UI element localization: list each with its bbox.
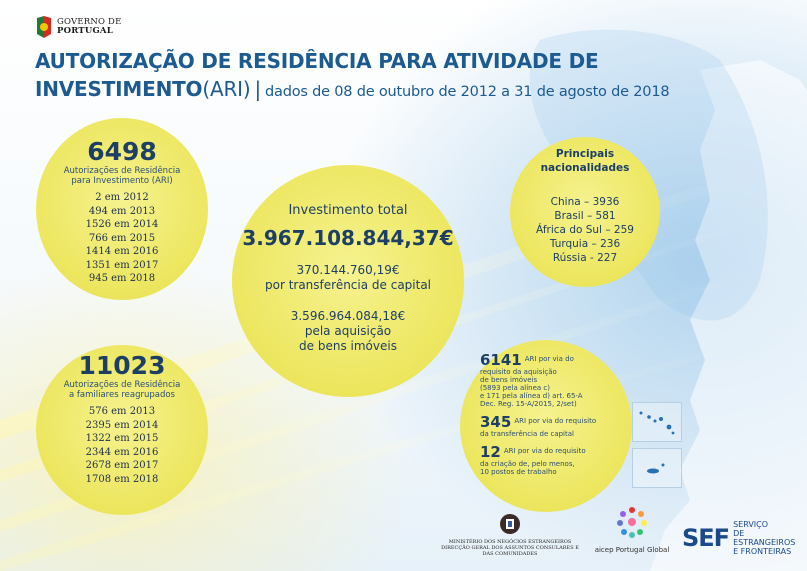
- portugal-flag-icon: [37, 16, 51, 38]
- madeira-map: [632, 448, 682, 488]
- sef-line2: DE ESTRANGEIROS: [733, 529, 796, 547]
- list-item: 766 em 2015: [88, 232, 156, 244]
- list-item: 2 em 2012: [95, 192, 149, 203]
- nationalities-block: Principais nacionalidades China – 3936 B…: [510, 147, 660, 265]
- list-item: Turquia – 236: [549, 238, 621, 250]
- investment-total: 3.967.108.844,37€: [242, 226, 454, 250]
- list-item: África do Sul – 259: [536, 224, 634, 236]
- requisite-capital-text-1: ARI por via do requisito: [514, 417, 597, 425]
- requisite-jobs-text-3: 10 postos de trabalho: [480, 468, 557, 476]
- list-item: 494 em 2013: [88, 205, 156, 217]
- mne-line3: DAS COMUNIDADES: [482, 551, 538, 557]
- page-title: AUTORIZAÇÃO DE RESIDÊNCIA PARA ATIVIDADE…: [35, 47, 735, 106]
- list-item: Rússia - 227: [552, 252, 618, 264]
- property-label-2: de bens imóveis: [299, 339, 397, 353]
- requisite-jobs: 12 ARI por via do requisito: [480, 444, 600, 460]
- list-item: 576 em 2013: [88, 406, 156, 417]
- title-line1: AUTORIZAÇÃO DE RESIDÊNCIA PARA ATIVIDADE…: [35, 49, 599, 73]
- investment-label: Investimento total: [288, 203, 408, 218]
- mne-line1: MINISTÉRIO DOS NEGÓCIOS ESTRANGEIROS: [448, 539, 572, 545]
- investment-circle: [232, 165, 464, 397]
- capital-value: 370.144.760,19€: [296, 263, 400, 277]
- islands-insets: [632, 402, 682, 490]
- list-item: 2678 em 2017: [85, 460, 159, 471]
- aicep-text: aicep Portugal Global: [594, 546, 670, 554]
- portugal-crest-icon: [500, 514, 520, 534]
- list-item: 2395 em 2014: [85, 419, 159, 431]
- requisite-jobs-text-1: ARI por via do requisito: [503, 447, 586, 455]
- family-circle: [36, 345, 208, 515]
- list-item: 1351 em 2017: [85, 259, 159, 271]
- requisites-circle: [460, 340, 632, 512]
- requisite-property-sub-3: Dec. Reg. 15-A/2015, 2/set): [480, 400, 577, 408]
- sef-line1: SERVIÇO: [733, 520, 769, 529]
- ari-total-block: 6498 Autorizações de Residência para Inv…: [36, 138, 208, 286]
- family-years-list: 576 em 2013 2395 em 2014 1322 em 2015 23…: [36, 405, 208, 486]
- property-label-1: pela aquisição: [304, 324, 392, 338]
- requisite-property-text-2: requisito da aquisição: [480, 368, 557, 376]
- mne-line2: DIRECÇÃO GERAL DOS ASSUNTOS CONSULARES E: [441, 545, 579, 551]
- sef-line3: E FRONTEIRAS: [733, 547, 792, 556]
- list-item: China – 3936: [550, 196, 620, 208]
- requisite-capital-text-2: da transferência de capital: [480, 430, 574, 438]
- logo-line2: PORTUGAL: [57, 26, 113, 36]
- family-label-2: a familiares reagrupados: [68, 390, 175, 400]
- requisite-capital-number: 345: [480, 413, 512, 431]
- sef-logo-mark: SEF: [682, 524, 730, 552]
- list-item: 1708 em 2018: [85, 473, 159, 485]
- requisite-jobs-number: 12: [480, 443, 501, 461]
- aicep-logo: aicep Portugal Global: [592, 505, 672, 554]
- ari-total-circle: [36, 118, 208, 300]
- requisite-property: 6141 ARI por via do: [480, 352, 600, 368]
- requisite-property-sub-2: e 171 pela alínea d) art. 65-A: [480, 392, 583, 400]
- title-dates: dados de 08 de outubro de 2012 a 31 de a…: [265, 84, 670, 100]
- requisite-property-text-3: de bens imóveis: [480, 376, 538, 384]
- investment-block: Investimento total 3.967.108.844,37€ 370…: [232, 203, 464, 354]
- title-ari: (ARI): [202, 77, 251, 101]
- requisite-jobs-text-2: da criação de, pelo menos,: [480, 460, 575, 468]
- ari-total-label-1: Autorizações de Residência: [63, 166, 181, 176]
- aicep-dots-icon: [617, 507, 647, 538]
- nationalities-list: China – 3936 Brasil – 581 África do Sul …: [510, 195, 660, 265]
- azores-icon: [639, 411, 675, 435]
- list-item: 1526 em 2014: [85, 219, 159, 230]
- requisite-property-sub-1: (5893 pela alínea c): [480, 384, 550, 392]
- government-logo: GOVERNO DE PORTUGAL: [35, 16, 121, 38]
- nationalities-circle: [510, 137, 660, 287]
- requisite-property-text-1: ARI por via do: [524, 355, 574, 363]
- family-label-1: Autorizações de Residência: [63, 380, 181, 390]
- ari-total-number: 6498: [87, 137, 157, 166]
- list-item: 2344 em 2016: [85, 446, 159, 458]
- madeira-icon: [647, 463, 665, 474]
- ari-total-label-2: para Investimento (ARI): [71, 176, 173, 186]
- requisite-property-number: 6141: [480, 351, 522, 369]
- requisites-block: 6141 ARI por via do requisito da aquisiç…: [480, 352, 600, 476]
- logo-line1: GOVERNO DE: [57, 17, 122, 27]
- family-number: 11023: [78, 351, 166, 380]
- title-line2: INVESTIMENTO: [35, 77, 203, 101]
- title-separator: |: [254, 77, 261, 101]
- list-item: 1414 em 2016: [85, 246, 159, 257]
- azores-map: [632, 402, 682, 442]
- nationalities-heading-1: Principais: [555, 148, 615, 160]
- mne-logo: MINISTÉRIO DOS NEGÓCIOS ESTRANGEIROS DIR…: [440, 513, 580, 557]
- list-item: 945 em 2018: [88, 273, 156, 284]
- family-block: 11023 Autorizações de Residência a famil…: [36, 352, 208, 486]
- ari-years-list: 2 em 2012 494 em 2013 1526 em 2014 766 e…: [36, 191, 208, 286]
- list-item: Brasil – 581: [554, 210, 616, 222]
- capital-label: por transferência de capital: [264, 278, 432, 292]
- requisite-capital: 345 ARI por via do requisito: [480, 414, 600, 430]
- nationalities-heading-2: nacionalidades: [540, 162, 630, 174]
- list-item: 1322 em 2015: [85, 433, 159, 444]
- property-value: 3.596.964.084,18€: [290, 309, 406, 323]
- sef-logo: SEF SERVIÇO DE ESTRANGEIROS E FRONTEIRAS: [682, 520, 807, 556]
